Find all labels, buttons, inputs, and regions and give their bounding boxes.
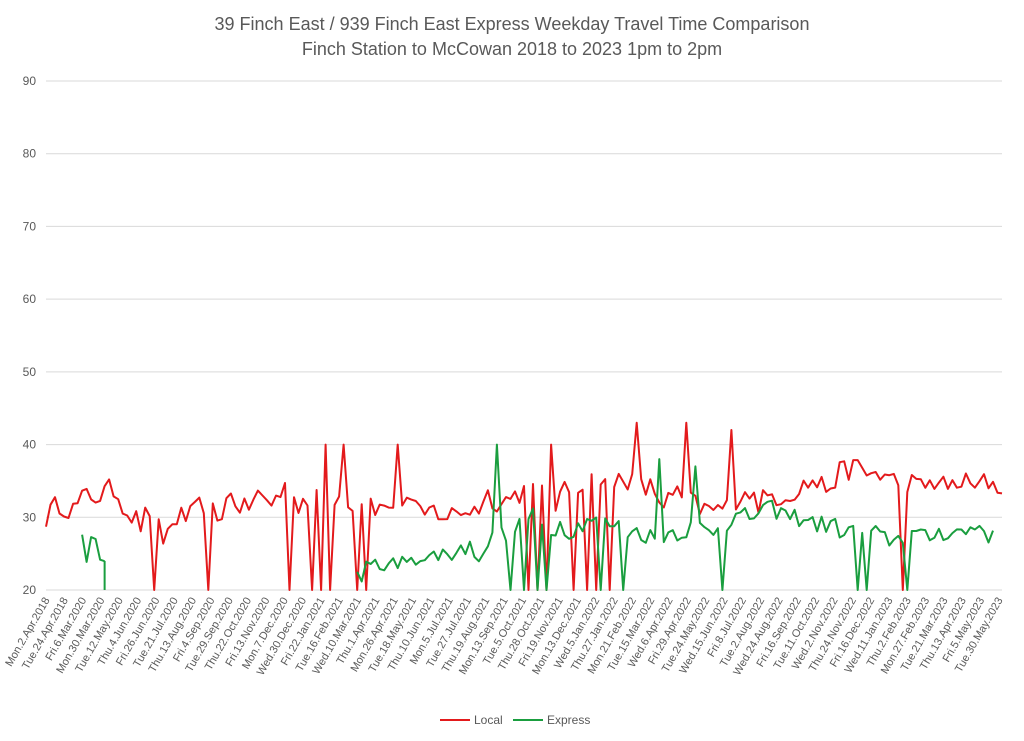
series-line-local: [45, 421, 1003, 591]
series-line-express-segment-0: [81, 534, 105, 563]
chart-title-line-1: 39 Finch East / 939 Finch East Express W…: [215, 14, 810, 34]
y-tick-label: 60: [23, 292, 37, 306]
gridlines: [46, 80, 1002, 591]
y-tick-label: 80: [23, 147, 37, 161]
y-tick-label: 40: [23, 438, 37, 452]
chart-title-line-2: Finch Station to McCowan 2018 to 2023 1p…: [302, 39, 722, 59]
y-axis: 20 30 40 50 60 70 80 90: [23, 74, 37, 597]
y-tick-label: 20: [23, 583, 37, 597]
legend-label-local: Local: [474, 713, 503, 727]
legend: Local Express: [440, 713, 590, 727]
legend-label-express: Express: [547, 713, 590, 727]
y-tick-label: 90: [23, 74, 37, 88]
y-tick-label: 70: [23, 219, 37, 233]
y-tick-label: 50: [23, 365, 37, 379]
series-line-express-segment-1: [356, 443, 994, 591]
series-lines: [45, 421, 1003, 591]
x-axis: Mon.2.Apr.2018Tue.24.Apr.2018Fri.6.Mar.2…: [3, 596, 1005, 678]
y-tick-label: 30: [23, 510, 37, 524]
